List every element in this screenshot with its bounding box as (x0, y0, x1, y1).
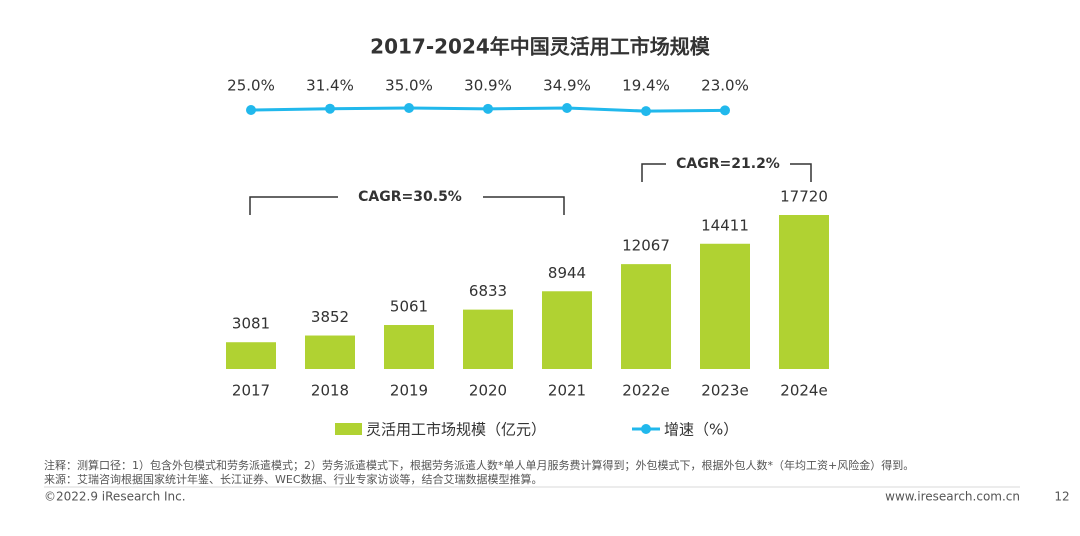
bar (542, 291, 592, 369)
data-label: 12067 (622, 237, 670, 255)
bar (463, 309, 513, 369)
legend-label: 增速（%） (664, 421, 738, 439)
data-label: 31.4% (306, 77, 354, 95)
x-tick-label: 2017 (232, 382, 270, 400)
growth-point (641, 106, 651, 117)
x-tick-label: 2023e (701, 382, 748, 400)
chart-title: 2017-2024年中国灵活用工市场规模 (370, 35, 711, 59)
data-label: 17720 (780, 188, 828, 206)
data-label: 34.9% (543, 77, 591, 95)
data-label: 5061 (390, 298, 428, 316)
bar (305, 335, 355, 369)
data-label: 6833 (469, 282, 507, 300)
footnote: 注释：测算口径：1）包含外包模式和劳务派遣模式；2）劳务派遣模式下，根据劳务派遣… (44, 458, 914, 472)
growth-point (562, 103, 572, 114)
page-number: 12 (1054, 490, 1069, 504)
data-label: 25.0% (227, 77, 275, 95)
x-tick-label: 2020 (469, 382, 507, 400)
growth-point (720, 105, 730, 116)
source: 来源：艾瑞咨询根据国家统计年鉴、长江证券、WEC数据、行业专家访谈等，结合艾瑞数… (44, 472, 543, 486)
data-label: 30.9% (464, 77, 512, 95)
growth-point (483, 103, 493, 114)
bar (621, 264, 671, 369)
bar (226, 342, 276, 369)
x-tick-label: 2021 (548, 382, 586, 400)
data-label: 8944 (548, 264, 586, 282)
cagr-bracket (641, 163, 812, 182)
bar (700, 243, 750, 369)
data-label: 3081 (232, 315, 270, 333)
x-tick-label: 2024e (780, 382, 827, 400)
legend-swatch (335, 423, 362, 435)
growth-point (325, 103, 335, 114)
data-label: 23.0% (701, 77, 749, 95)
growth-point (404, 103, 414, 113)
growth-point (246, 105, 256, 115)
bar (779, 215, 829, 369)
cagr-bracket (249, 196, 565, 215)
data-label: 35.0% (385, 77, 433, 95)
data-label: 19.4% (622, 77, 670, 95)
x-tick-label: 2018 (311, 382, 349, 400)
annotation: CAGR=21.2% (676, 156, 780, 172)
x-tick-label: 2022e (622, 382, 669, 400)
bar (384, 325, 434, 369)
data-label: 3852 (311, 308, 349, 326)
legend-swatch (641, 424, 651, 434)
copyright: ©2022.9 iResearch Inc. (44, 490, 186, 504)
x-tick-label: 2019 (390, 382, 428, 400)
annotation: CAGR=30.5% (358, 189, 462, 205)
data-label: 14411 (701, 216, 749, 234)
legend-label: 灵活用工市场规模（亿元） (366, 421, 546, 439)
website: www.iresearch.com.cn (885, 490, 1020, 504)
